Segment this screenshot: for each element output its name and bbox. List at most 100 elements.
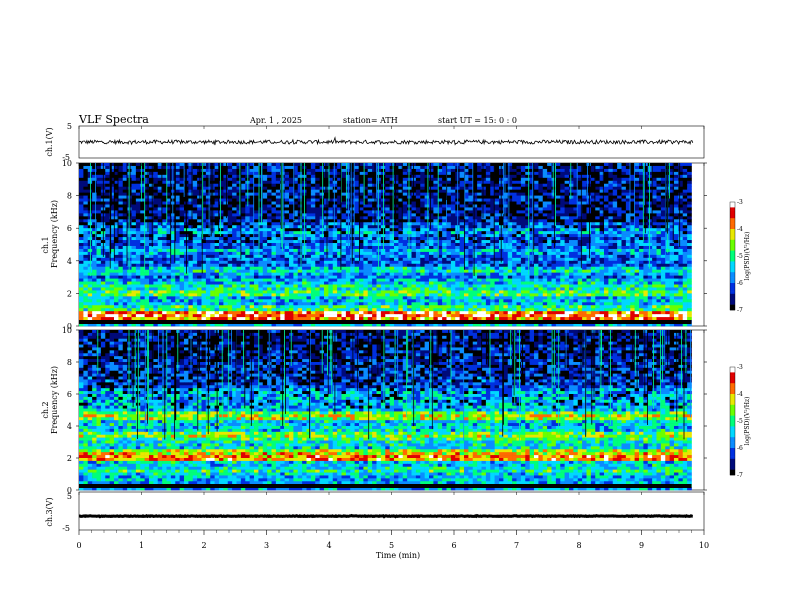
spectrogram-cell — [420, 252, 425, 255]
spectrogram-cell — [136, 249, 141, 252]
spectrogram-cell — [311, 264, 316, 267]
spectrogram-cell — [276, 199, 281, 202]
spectrogram-cell — [556, 199, 561, 202]
spectrogram-cell — [578, 243, 583, 246]
spectrogram-cell — [617, 187, 622, 190]
spectrogram-cell — [569, 184, 574, 187]
spectrogram-cell — [521, 181, 526, 184]
spectrogram-cell — [451, 258, 456, 261]
spectrogram-cell — [272, 184, 277, 187]
spectrogram-cell — [390, 204, 395, 207]
spectrogram-cell — [83, 169, 88, 172]
spectrogram-cell — [661, 207, 666, 210]
spectrogram-cell — [403, 255, 408, 258]
spectrogram-cell — [547, 258, 552, 261]
spectrogram-cell — [385, 228, 390, 231]
spectrogram-cell — [687, 225, 692, 228]
spectrogram-cell — [678, 169, 683, 172]
spectrogram-cell — [149, 175, 154, 178]
spectrogram-cell — [385, 190, 390, 193]
spectrogram-cell — [289, 184, 294, 187]
spectrogram-cell — [674, 264, 679, 267]
spectrogram-cell — [420, 237, 425, 240]
spectrogram-cell — [569, 166, 574, 169]
spectrogram-cell — [508, 193, 513, 196]
spectrogram-cell — [241, 252, 246, 255]
spectrogram-cell — [451, 231, 456, 234]
spectrogram-cell — [394, 228, 399, 231]
spectrogram-cell — [412, 225, 417, 228]
spectrogram-cell — [508, 204, 513, 207]
spectrogram-cell — [661, 193, 666, 196]
spectrogram-cell — [525, 213, 530, 216]
spectrogram-cell — [342, 222, 347, 225]
spectrogram-cell — [534, 172, 539, 175]
spectrogram-cell — [630, 234, 635, 237]
spectrogram-cell — [272, 166, 277, 169]
spectrogram-cell — [114, 246, 119, 249]
spectrogram-cell — [425, 237, 430, 240]
ch1-waveform-panel: 5 -5 ch.1(V) — [45, 122, 704, 162]
spectrogram-cell — [136, 234, 141, 237]
spectrogram-cell — [617, 246, 622, 249]
spectrogram-cell — [171, 267, 176, 270]
spectrogram-cell — [683, 213, 688, 216]
spectrogram-cell — [403, 169, 408, 172]
spectrogram-cell — [381, 261, 386, 264]
spectrogram-cell — [538, 249, 543, 252]
spectrogram-cell — [425, 187, 430, 190]
spectrogram-cell — [228, 213, 233, 216]
spectrogram-cell — [223, 249, 228, 252]
spectrogram-cell — [307, 207, 312, 210]
spectrogram-cell — [132, 175, 137, 178]
spectrogram-cell — [298, 249, 303, 252]
spectrogram-cell — [79, 264, 84, 267]
spectrogram-cell — [140, 166, 145, 169]
spectrogram-cell — [556, 169, 561, 172]
spectrogram-cell — [517, 166, 522, 169]
spectrogram-cell — [578, 219, 583, 222]
spectrogram-cell — [622, 199, 627, 202]
spectrogram-cell — [285, 216, 290, 219]
spectrogram-cell — [237, 264, 242, 267]
spectrogram-cell — [206, 204, 211, 207]
spectrogram-cell — [674, 249, 679, 252]
spectrogram-cell — [175, 181, 180, 184]
spectrogram-cell — [565, 190, 570, 193]
spectrogram-cell — [512, 187, 517, 190]
spectrogram-cell — [145, 255, 150, 258]
spectrogram-cell — [622, 231, 627, 234]
spectrogram-cell — [320, 249, 325, 252]
spectrogram-cell — [407, 213, 412, 216]
spectrogram-cell — [372, 252, 377, 255]
spectrogram-cell — [285, 196, 290, 199]
spectrogram-cell — [468, 243, 473, 246]
spectrogram-cell — [324, 261, 329, 264]
spectrogram-cell — [333, 204, 338, 207]
spectrogram-cell — [263, 219, 268, 222]
spectrogram-cell — [285, 267, 290, 270]
spectrogram-cell — [460, 261, 465, 264]
spectrogram-cell — [622, 166, 627, 169]
spectrogram-cell — [315, 264, 320, 267]
spectrogram-cell — [678, 204, 683, 207]
spectrogram-cell — [105, 213, 110, 216]
spectrogram-cell — [263, 196, 268, 199]
spectrogram-cell — [565, 196, 570, 199]
spectrogram-cell — [560, 187, 565, 190]
spectrogram-cell — [560, 204, 565, 207]
spectrogram-cell — [670, 219, 675, 222]
spectrogram-cell — [307, 252, 312, 255]
spectrogram-cell — [307, 225, 312, 228]
spectrogram-cell — [346, 267, 351, 270]
spectrogram-cell — [543, 172, 548, 175]
spectrogram-cell — [429, 181, 434, 184]
spectrogram-cell — [412, 264, 417, 267]
spectrogram-cell — [162, 210, 167, 213]
spectrogram-cell — [687, 249, 692, 252]
spectrogram-cell — [604, 252, 609, 255]
spectrogram-cell — [608, 258, 613, 261]
spectrogram-cell — [342, 204, 347, 207]
spectrogram-cell — [175, 178, 180, 181]
spectrogram-cell — [289, 204, 294, 207]
